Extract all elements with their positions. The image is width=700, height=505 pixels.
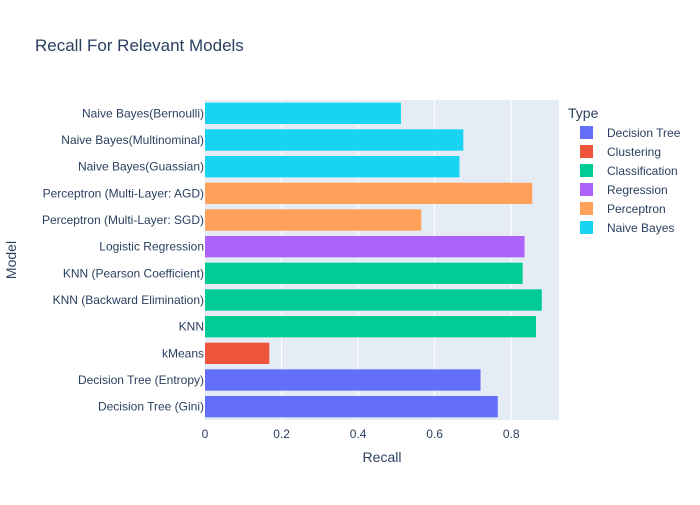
y-tick-label: Logistic Regression	[99, 240, 204, 254]
bar-perceptron-multi-layer-agd	[205, 182, 533, 204]
bar-knn-backward-elimination	[205, 289, 542, 311]
legend-swatch-perceptron[interactable]	[580, 202, 593, 215]
y-tick-label: KNN (Backward Elimination)	[53, 293, 204, 307]
legend-label-decision-tree[interactable]: Decision Tree	[607, 126, 681, 140]
legend-swatch-regression[interactable]	[580, 183, 593, 196]
legend: Type Decision Tree Clustering Classificati…	[568, 105, 681, 235]
chart-title: Recall For Relevant Models	[35, 36, 244, 55]
y-tick-label: Perceptron (Multi-Layer: AGD)	[43, 186, 204, 200]
y-tick-label: KNN	[179, 320, 204, 334]
y-tick-label: Naive Bayes(Bernoulli)	[82, 106, 204, 120]
bars	[205, 102, 542, 418]
x-axis-label: Recall	[363, 449, 402, 465]
x-tick-labels: 0 0.2 0.4 0.6 0.8	[202, 427, 520, 441]
x-tick-label: 0.2	[273, 427, 290, 441]
legend-swatch-decision-tree[interactable]	[580, 126, 593, 139]
bar-kmeans	[205, 342, 270, 364]
x-tick-label: 0	[202, 427, 209, 441]
bar-knn	[205, 316, 537, 338]
legend-label-regression[interactable]: Regression	[607, 183, 668, 197]
y-tick-label: Naive Bayes(Multinominal)	[61, 133, 204, 147]
y-tick-labels: Decision Tree (Gini) Decision Tree (Entro…	[42, 106, 204, 413]
y-tick-label: Perceptron (Multi-Layer: SGD)	[42, 213, 204, 227]
bar-decision-tree-entropy	[205, 369, 481, 391]
gridlines	[281, 100, 512, 420]
bar-naive-bayes-bernoulli	[205, 102, 401, 124]
x-tick-label: 0.6	[426, 427, 443, 441]
bar-naive-bayes-multinominal	[205, 129, 464, 151]
legend-swatch-naive-bayes[interactable]	[580, 221, 593, 234]
bar-knn-pearson-coefficient	[205, 262, 523, 284]
bar-perceptron-multi-layer-sgd	[205, 209, 422, 231]
legend-label-clustering[interactable]: Clustering	[607, 145, 661, 159]
x-tick-label: 0.4	[350, 427, 367, 441]
y-axis-label: Model	[3, 241, 19, 279]
legend-label-naive-bayes[interactable]: Naive Bayes	[607, 221, 674, 235]
legend-label-classification[interactable]: Classification	[607, 164, 678, 178]
legend-swatch-classification[interactable]	[580, 164, 593, 177]
x-tick-label: 0.8	[503, 427, 520, 441]
y-tick-label: KNN (Pearson Coefficient)	[63, 266, 204, 280]
y-tick-label: Naive Bayes(Guassian)	[78, 160, 204, 174]
legend-items: Decision Tree Clustering Classification Reg…	[580, 126, 681, 235]
y-tick-label: Decision Tree (Entropy)	[78, 373, 204, 387]
y-tick-label: Decision Tree (Gini)	[98, 400, 204, 414]
plot-area	[205, 100, 559, 420]
legend-title: Type	[568, 105, 599, 121]
legend-swatch-clustering[interactable]	[580, 145, 593, 158]
y-tick-label: kMeans	[162, 346, 204, 360]
legend-label-perceptron[interactable]: Perceptron	[607, 202, 666, 216]
bar-naive-bayes-guassian	[205, 156, 460, 178]
bar-logistic-regression	[205, 236, 525, 258]
bar-decision-tree-gini	[205, 396, 498, 418]
